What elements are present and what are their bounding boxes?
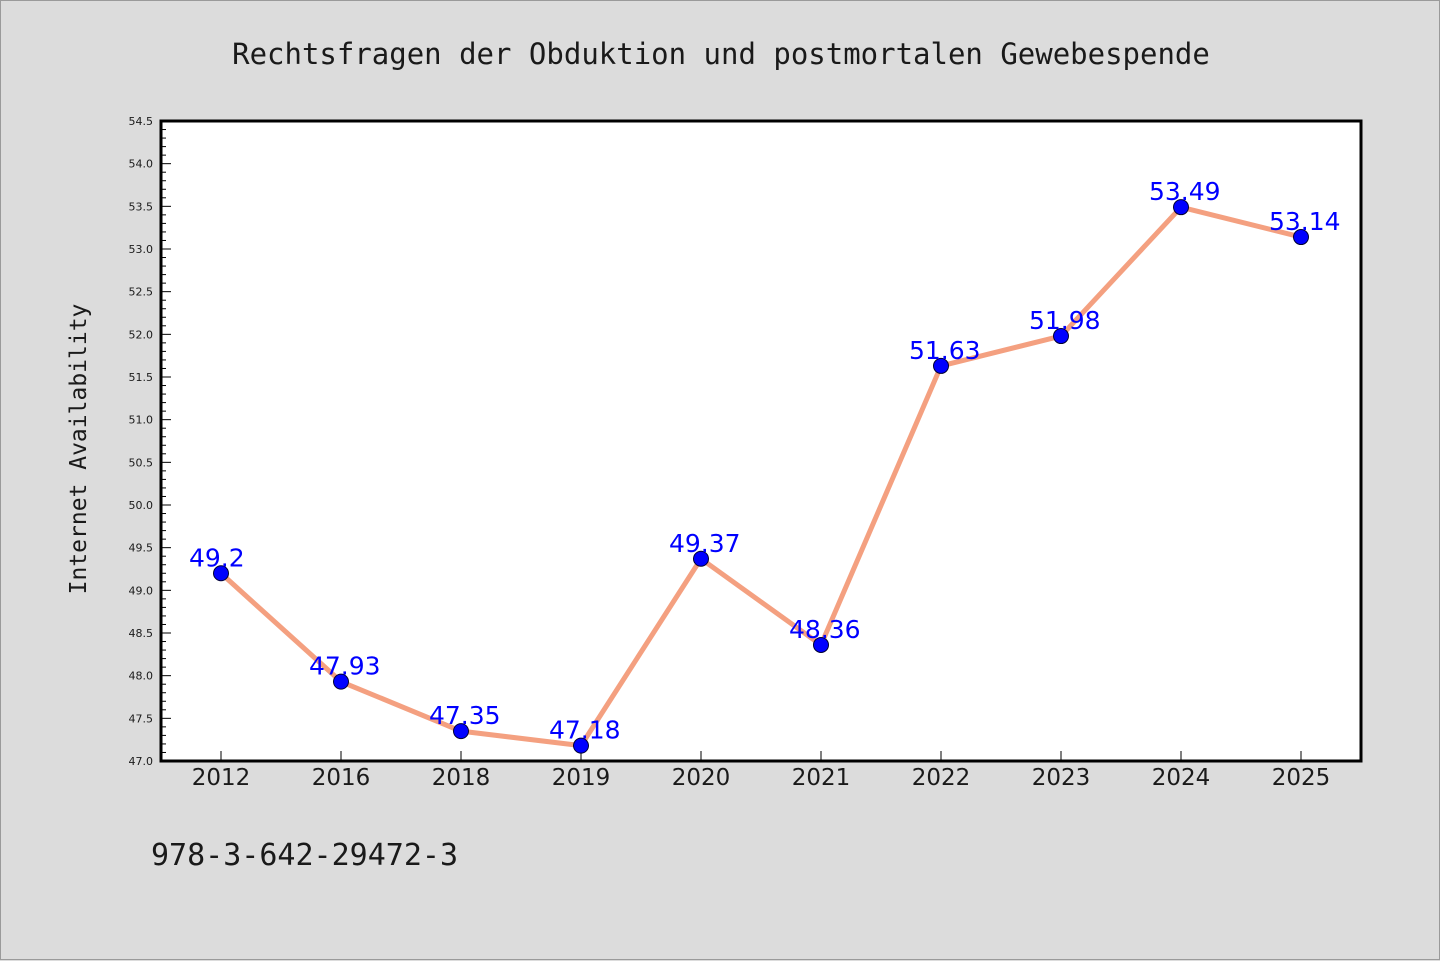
y-tick-label: 51.0: [129, 414, 154, 427]
x-tick-label: 2016: [312, 765, 371, 791]
data-label: 47.93: [309, 652, 381, 681]
y-tick-label: 49.5: [129, 542, 154, 555]
data-point: [1053, 328, 1069, 345]
x-tick-label: 2020: [672, 765, 731, 791]
data-point: [693, 550, 709, 567]
y-tick-label: 47.0: [129, 755, 154, 768]
x-tick-label: 2021: [792, 765, 851, 791]
data-series: 49.2 47.93 47.35 47.18 49.37 48.36 51.63 51.98 5…: [189, 177, 1341, 754]
series-line: [218, 204, 1304, 749]
x-tick-label: 2024: [1152, 765, 1211, 791]
data-label: 49.2: [189, 543, 245, 572]
data-label: 49.37: [669, 529, 741, 558]
y-tick-label: 48.5: [129, 627, 154, 640]
y-tick-label: 50.5: [129, 456, 154, 469]
y-tick-label: 50.0: [129, 499, 154, 512]
data-label: 51.63: [909, 336, 981, 365]
x-tick-label: 2025: [1272, 765, 1331, 791]
data-point: [573, 737, 589, 754]
x-tick-label: 2012: [192, 765, 251, 791]
data-label: 48.36: [789, 615, 861, 644]
data-label: 51.98: [1029, 306, 1101, 335]
data-point: [1293, 229, 1309, 246]
y-axis-label: Internet Availability: [66, 304, 92, 595]
x-tick-label: 2023: [1032, 765, 1091, 791]
y-axis: 47.0 47.5 48.0 48.5 49.0 49.5 50.0 50.5 51.0 51.5…: [129, 115, 171, 768]
data-point: [933, 357, 949, 374]
y-tick-label: 48.0: [129, 670, 154, 683]
data-point: [1173, 199, 1189, 216]
chart-title: Rechtsfragen der Obduktion und postmorta…: [232, 37, 1210, 71]
x-tick-label: 2019: [552, 765, 611, 791]
data-point: [213, 565, 229, 582]
isbn-footer: 978-3-642-29472-3: [151, 838, 458, 873]
y-tick-label: 53.0: [129, 243, 154, 256]
data-point: [333, 673, 349, 690]
y-tick-label: 54.0: [129, 158, 154, 171]
y-tick-label: 54.5: [129, 115, 154, 128]
x-axis: 2012 2016 2018 2019 2020 2021 2022 2023 2024 2025: [192, 751, 1331, 791]
y-tick-label: 53.5: [129, 200, 154, 213]
data-point: [453, 723, 469, 740]
data-label: 53.49: [1149, 177, 1221, 206]
x-tick-label: 2022: [912, 765, 971, 791]
y-tick-label: 51.5: [129, 371, 154, 384]
y-tick-label: 47.5: [129, 712, 154, 725]
data-label: 47.35: [429, 701, 501, 730]
y-tick-label: 49.0: [129, 584, 154, 597]
data-label: 47.18: [549, 716, 621, 745]
y-tick-label: 52.0: [129, 328, 154, 341]
data-point: [813, 636, 829, 653]
y-tick-label: 52.5: [129, 286, 154, 299]
data-label: 53.14: [1269, 207, 1341, 236]
x-tick-label: 2018: [432, 765, 491, 791]
